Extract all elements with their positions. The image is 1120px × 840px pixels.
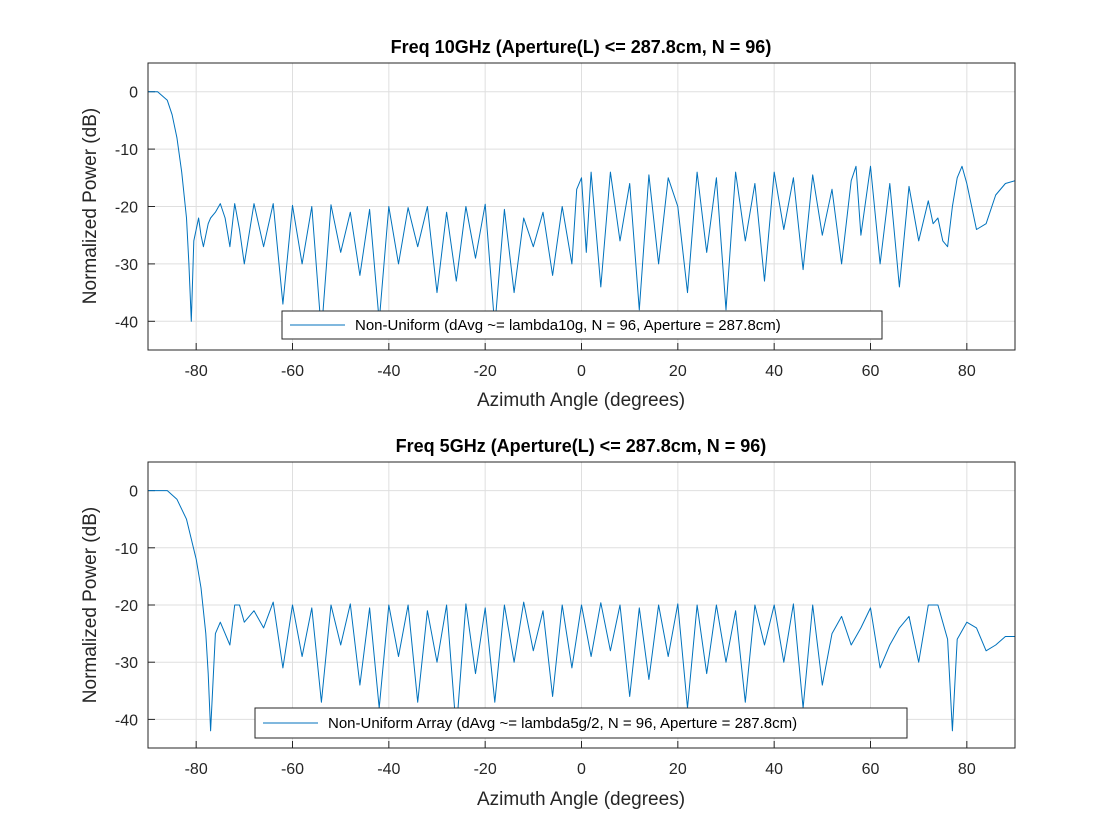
top-plot-xtick-label: -20 <box>474 363 497 380</box>
bottom-plot-xtick-label: -20 <box>474 761 497 778</box>
bottom-plot-frame <box>147 461 1016 749</box>
bottom-plot-ytick-label: -30 <box>115 655 138 672</box>
top-plot-ytick-label: -20 <box>115 200 138 217</box>
top-plot-grid <box>148 63 1015 350</box>
top-plot-xtick-label: 60 <box>862 363 880 380</box>
top-plot-ytick-label: -10 <box>115 142 138 159</box>
top-plot-legend-box <box>281 310 883 340</box>
top-plot-xtick-label: 40 <box>765 363 783 380</box>
bottom-plot-tick-labels: -80 -60 -40 -20 0 20 40 60 80 0 -10 -20 -30 -40 <box>115 484 976 778</box>
bottom-plot-series <box>148 490 1015 732</box>
bottom-plot-ylabel: Normalized Power (dB) <box>80 507 101 703</box>
top-plot-legend-text: Non-Uniform (dAvg ~= lambda10g, N = 96, … <box>355 317 781 334</box>
top-plot-xtick-label: -40 <box>377 363 400 380</box>
top-plot-xlabel: Azimuth Angle (degrees) <box>477 390 685 411</box>
top-plot: Freq 10GHz (Aperture(L) <= 287.8cm, N = … <box>80 37 1016 411</box>
bottom-plot-legend-text: Non-Uniform Array (dAvg ~= lambda5g/2, N… <box>328 715 797 732</box>
bottom-plot-xtick-label: 60 <box>862 761 880 778</box>
top-plot-ytick-label: -30 <box>115 257 138 274</box>
bottom-plot-xtick-label: -40 <box>377 761 400 778</box>
bottom-plot-legend-box <box>254 707 908 739</box>
top-plot-series <box>148 91 1015 334</box>
bottom-plot-xlabel: Azimuth Angle (degrees) <box>477 789 685 810</box>
top-plot-series-line <box>148 91 1015 334</box>
top-plot-tick-labels: -80 -60 -40 -20 0 20 40 60 80 0 -10 -20 -30 -40 <box>115 85 976 380</box>
bottom-plot-ytick-label: 0 <box>129 484 138 501</box>
bottom-plot-xtick-label: -60 <box>281 761 304 778</box>
bottom-plot-xtick-label: 40 <box>765 761 783 778</box>
bottom-plot-legend: Non-Uniform Array (dAvg ~= lambda5g/2, N… <box>254 707 908 739</box>
bottom-plot: Freq 5GHz (Aperture(L) <= 287.8cm, N = 9… <box>80 436 1016 810</box>
top-plot-ytick-label: 0 <box>129 85 138 102</box>
top-plot-frame <box>147 62 1016 351</box>
top-plot-ylabel: Normalized Power (dB) <box>80 108 101 304</box>
bottom-plot-ytick-label: -20 <box>115 598 138 615</box>
top-plot-xtick-label: -80 <box>185 363 208 380</box>
bottom-plot-title: Freq 5GHz (Aperture(L) <= 287.8cm, N = 9… <box>396 436 767 456</box>
top-plot-xtick-label: 80 <box>958 363 976 380</box>
bottom-plot-xtick-label: -80 <box>185 761 208 778</box>
bottom-plot-xtick-label: 80 <box>958 761 976 778</box>
bottom-plot-ytick-label: -40 <box>115 712 138 729</box>
top-plot-xtick-label: 20 <box>669 363 687 380</box>
top-plot-ytick-label: -40 <box>115 314 138 331</box>
bottom-plot-xtick-label: 0 <box>577 761 586 778</box>
top-plot-legend: Non-Uniform (dAvg ~= lambda10g, N = 96, … <box>281 310 883 340</box>
top-plot-xtick-label: -60 <box>281 363 304 380</box>
bottom-plot-ytick-label: -10 <box>115 541 138 558</box>
top-plot-title: Freq 10GHz (Aperture(L) <= 287.8cm, N = … <box>391 37 772 57</box>
top-plot-xtick-label: 0 <box>577 363 586 380</box>
bottom-plot-xtick-label: 20 <box>669 761 687 778</box>
bottom-plot-series-line <box>148 490 1015 732</box>
